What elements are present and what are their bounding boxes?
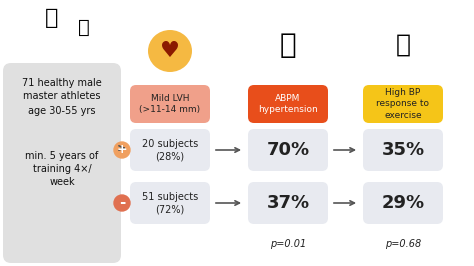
Text: 35%: 35% <box>382 141 425 159</box>
Text: 70%: 70% <box>266 141 310 159</box>
Text: 🏋: 🏋 <box>78 18 90 37</box>
Text: p=0.01: p=0.01 <box>270 239 306 249</box>
Text: 37%: 37% <box>266 194 310 212</box>
Text: p=0.68: p=0.68 <box>385 239 421 249</box>
FancyBboxPatch shape <box>130 129 210 171</box>
Ellipse shape <box>148 30 192 72</box>
FancyBboxPatch shape <box>130 182 210 224</box>
FancyBboxPatch shape <box>248 182 328 224</box>
Text: High BP
response to
exercise: High BP response to exercise <box>376 88 429 120</box>
FancyBboxPatch shape <box>363 85 443 123</box>
Text: age 30-55 yrs: age 30-55 yrs <box>28 106 96 116</box>
Text: 🏃: 🏃 <box>46 8 59 28</box>
Text: 20 subjects
(28%): 20 subjects (28%) <box>142 139 198 161</box>
Text: min. 5 years of
training 4×/
week: min. 5 years of training 4×/ week <box>26 151 99 188</box>
Text: Mild LVH
(>11-14 mm): Mild LVH (>11-14 mm) <box>139 94 201 114</box>
FancyBboxPatch shape <box>248 85 328 123</box>
FancyBboxPatch shape <box>363 129 443 171</box>
Text: +: + <box>117 143 128 156</box>
Text: 71 healthy male
master athletes: 71 healthy male master athletes <box>22 78 102 101</box>
Text: -: - <box>119 196 125 210</box>
FancyBboxPatch shape <box>130 85 210 123</box>
Text: 51 subjects
(72%): 51 subjects (72%) <box>142 192 198 214</box>
Text: ♥: ♥ <box>160 41 180 61</box>
Circle shape <box>114 195 130 211</box>
FancyBboxPatch shape <box>363 182 443 224</box>
Circle shape <box>114 142 130 158</box>
Text: 🩺: 🩺 <box>280 31 296 59</box>
Text: ABPM
hypertension: ABPM hypertension <box>258 94 318 114</box>
FancyBboxPatch shape <box>3 63 121 263</box>
Text: 🏋: 🏋 <box>395 33 410 57</box>
FancyBboxPatch shape <box>248 129 328 171</box>
Text: 29%: 29% <box>382 194 425 212</box>
